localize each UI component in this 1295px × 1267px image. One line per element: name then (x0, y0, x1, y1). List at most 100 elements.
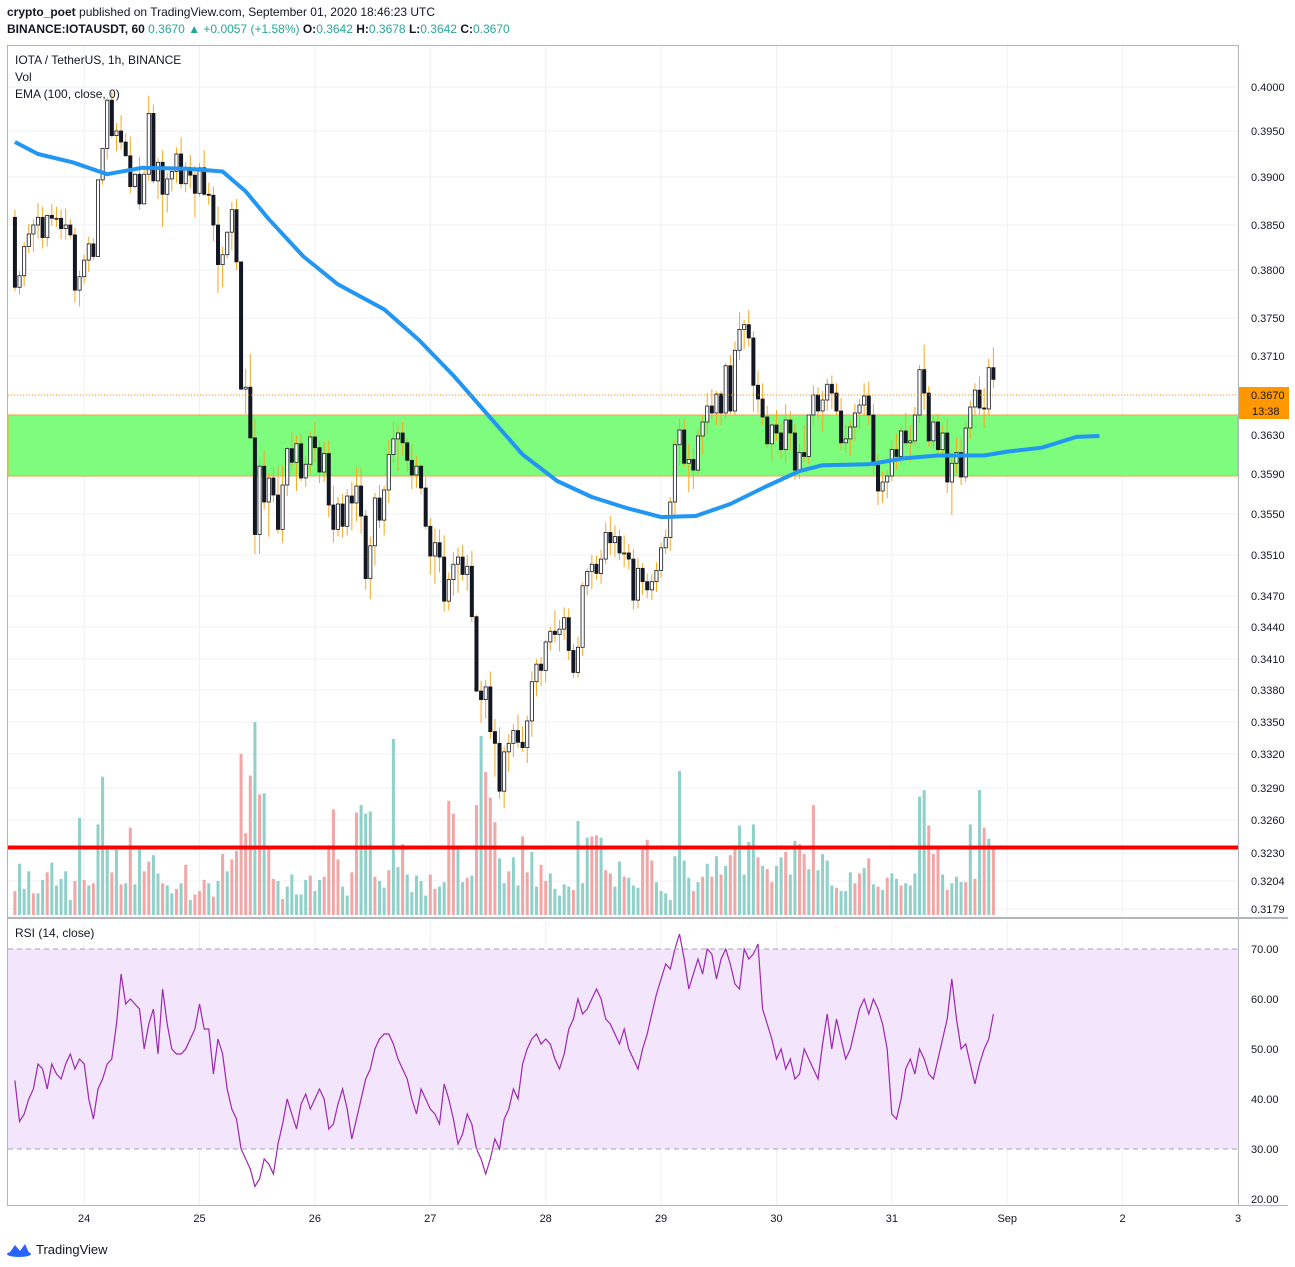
volume-bar (881, 889, 885, 915)
volume-bar (544, 881, 548, 915)
volume-bar (22, 888, 26, 915)
candle-body (12, 216, 17, 288)
volume-bar (382, 887, 386, 915)
volume-bar (202, 879, 206, 915)
volume-bar (308, 875, 312, 915)
candle-body (839, 410, 844, 444)
candle-body (91, 243, 96, 257)
candle-body (654, 569, 659, 583)
volume-bar (170, 893, 174, 915)
volume-bar (424, 895, 428, 915)
candle-body (299, 443, 304, 479)
volume-bar (498, 858, 502, 915)
candle-body (589, 563, 594, 572)
volume-bar (451, 813, 455, 915)
volume-bar (954, 876, 958, 915)
volume-bar (230, 859, 234, 915)
volume-bar (673, 856, 677, 915)
volume-bar (313, 891, 317, 915)
candle-body (843, 438, 848, 444)
candle-body (714, 393, 719, 414)
open-value: 0.3642 (316, 22, 353, 36)
candle-body (954, 452, 959, 464)
legend-ema[interactable]: EMA (100, close, 0) (15, 87, 120, 101)
volume-bar (848, 872, 852, 915)
volume-bar (590, 836, 594, 915)
candle-body (497, 742, 502, 792)
volume-bar (571, 889, 575, 915)
volume-bar (899, 885, 903, 915)
volume-bar (530, 851, 534, 915)
price-tick-label: 0.3510 (1251, 550, 1285, 562)
volume-bar (244, 833, 248, 915)
author-name[interactable]: crypto_poet (7, 5, 76, 19)
rsi-tick-label: 50.00 (1251, 1044, 1279, 1056)
candle-body (972, 389, 977, 408)
volume-bar (105, 845, 109, 915)
volume-bar (133, 884, 137, 915)
candle-body (359, 485, 364, 517)
candle-body (68, 224, 73, 236)
candle-body (626, 552, 631, 560)
volume-bar (142, 871, 146, 915)
candle-body (262, 465, 267, 503)
volume-bar (479, 735, 483, 915)
candle-body (696, 435, 701, 471)
rsi-axis[interactable]: 70.00 60.00 50.00 40.00 30.00 20.00 (1251, 944, 1279, 1206)
candle-body (257, 465, 262, 535)
candle-body (552, 630, 557, 635)
volume-bar (239, 754, 243, 915)
candle-body (991, 367, 996, 380)
volume-bar (54, 885, 58, 915)
candle-body (45, 214, 50, 238)
volume-bar (331, 809, 335, 915)
candle-body (492, 731, 497, 744)
candle-body (220, 254, 225, 265)
candle-body (474, 616, 479, 692)
candle-body (599, 558, 604, 574)
legend-vol[interactable]: Vol (15, 70, 32, 84)
candle-body (908, 440, 913, 444)
volume-bar (525, 872, 529, 915)
price-axis[interactable]: 0.4000 0.3950 0.3900 0.3850 0.3800 0.3750 0.37… (1251, 82, 1285, 916)
volume-bar (682, 860, 686, 915)
volume-bar (636, 887, 640, 915)
volume-bar (627, 877, 631, 915)
volume-bar (774, 865, 778, 915)
price-change: +0.0057 (+1.58%) (203, 22, 300, 36)
price-tick-label: 0.3800 (1251, 265, 1285, 277)
volume-bar (36, 893, 40, 915)
volume-bar (364, 813, 368, 915)
volume-bar (91, 883, 95, 915)
tradingview-logo[interactable]: TradingView (6, 1240, 108, 1258)
candle-body (608, 532, 613, 544)
pane-frames (7, 45, 1288, 1206)
volume-bar (68, 900, 72, 915)
time-axis[interactable]: 24 25 26 27 28 29 30 31 Sep 2 3 (78, 1213, 1241, 1225)
volume-bar (128, 827, 132, 915)
candle-body (820, 399, 825, 412)
legend-rsi[interactable]: RSI (14, close) (15, 926, 95, 940)
volume-bar (396, 867, 400, 915)
ema-line (13, 140, 1100, 520)
candle-body (40, 216, 45, 239)
candle-body (155, 161, 160, 182)
volume-bar (608, 873, 612, 915)
legend-pair[interactable]: IOTA / TetherUS, 1h, BINANCE (15, 53, 182, 67)
candle-body (534, 663, 539, 683)
candle-body (709, 405, 714, 414)
volume-bar (368, 811, 372, 915)
candle-body (225, 231, 230, 256)
volume-bar (391, 739, 395, 915)
volume-bar (456, 848, 460, 915)
price-tick-label: 0.3710 (1251, 351, 1285, 363)
candle-body (566, 617, 571, 651)
volume-bar (188, 900, 192, 915)
volume-bar (858, 873, 862, 915)
volume-bar (793, 840, 797, 915)
tradingview-cloud-icon (7, 1244, 31, 1257)
volume-bars (13, 722, 995, 915)
volume-bar (728, 855, 732, 915)
candle-body (792, 432, 797, 471)
